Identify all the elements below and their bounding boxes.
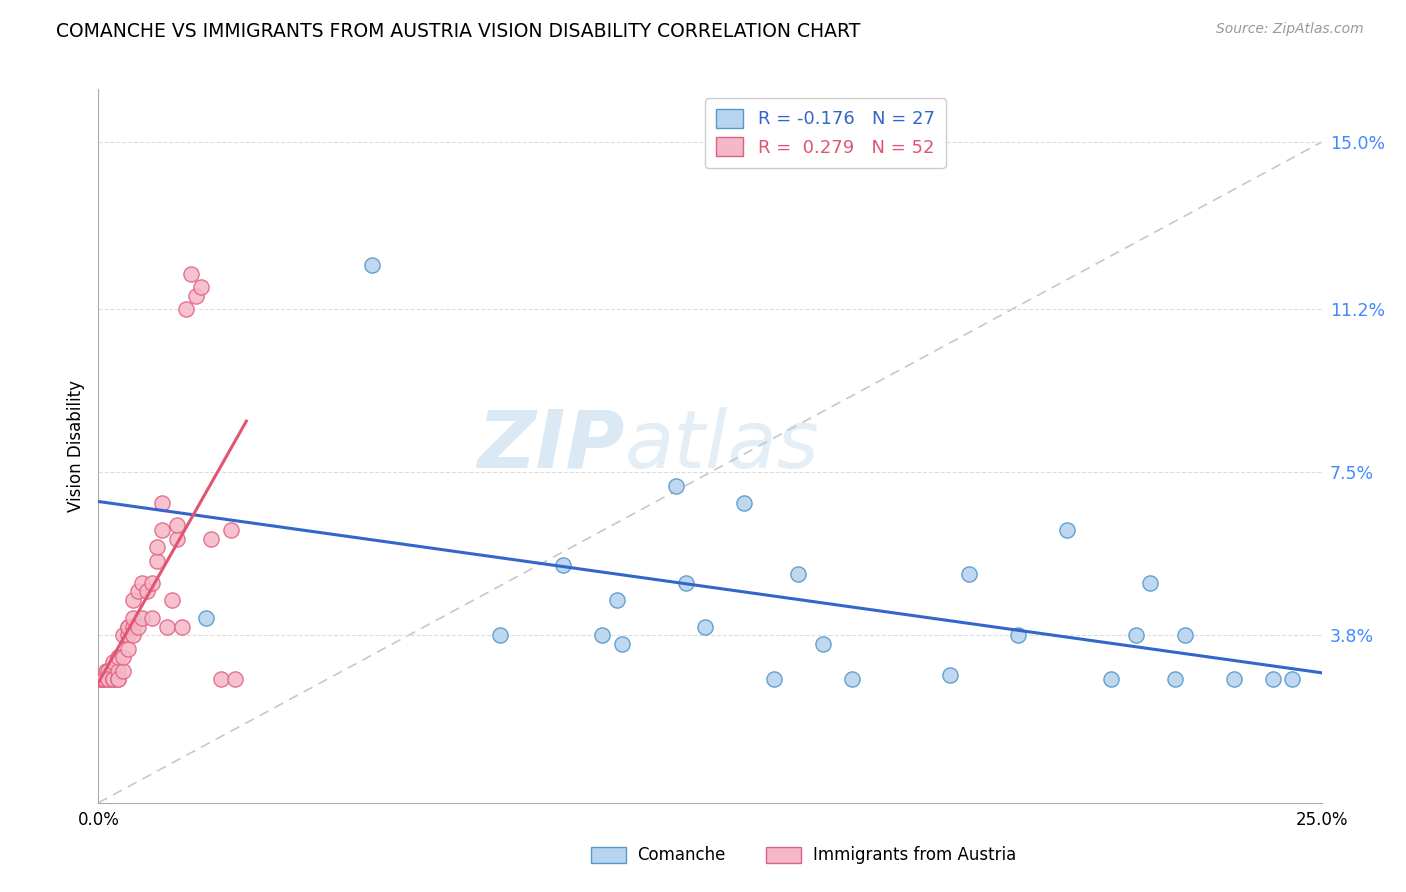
Point: [150, 496, 173, 510]
Point: [91, 673, 114, 687]
Point: [675, 575, 697, 590]
Point: [957, 566, 980, 581]
Point: [90, 673, 112, 687]
Point: [180, 267, 202, 281]
Point: [111, 650, 134, 665]
Point: [87, 673, 110, 687]
Point: [121, 611, 143, 625]
Point: [170, 619, 193, 633]
Point: [117, 641, 139, 656]
Point: [141, 575, 163, 590]
Point: [195, 611, 218, 625]
Point: [146, 553, 169, 567]
Point: [787, 566, 810, 581]
Point: [101, 673, 124, 687]
Point: [1007, 628, 1029, 642]
Point: [111, 628, 134, 642]
Point: [101, 673, 124, 687]
Point: [553, 558, 575, 572]
Point: [591, 628, 613, 642]
Point: [107, 650, 129, 665]
Point: [97, 664, 120, 678]
Point: [1222, 673, 1244, 687]
Y-axis label: Vision Disability: Vision Disability: [66, 380, 84, 512]
Point: [146, 541, 169, 555]
Point: [209, 673, 232, 687]
Point: [610, 637, 633, 651]
Point: [200, 532, 222, 546]
Point: [1125, 628, 1147, 642]
Point: [91, 673, 114, 687]
Point: [1261, 673, 1284, 687]
Point: [1281, 673, 1303, 687]
Point: [127, 584, 149, 599]
Point: [219, 523, 242, 537]
Point: [136, 584, 159, 599]
Text: ZIP: ZIP: [477, 407, 624, 485]
Point: [361, 259, 384, 273]
Point: [101, 655, 124, 669]
Point: [117, 619, 139, 633]
Point: [127, 619, 149, 633]
Point: [762, 673, 785, 687]
Point: [121, 593, 143, 607]
Point: [160, 593, 183, 607]
Point: [1164, 673, 1187, 687]
Point: [107, 673, 129, 687]
Text: COMANCHE VS IMMIGRANTS FROM AUSTRIA VISION DISABILITY CORRELATION CHART: COMANCHE VS IMMIGRANTS FROM AUSTRIA VISI…: [56, 22, 860, 41]
Point: [121, 628, 143, 642]
Point: [166, 532, 188, 546]
Point: [841, 673, 863, 687]
Text: atlas: atlas: [624, 407, 820, 485]
Point: [156, 619, 179, 633]
Point: [190, 280, 212, 294]
Point: [107, 664, 129, 678]
Point: [131, 611, 153, 625]
Point: [811, 637, 834, 651]
Point: [186, 289, 208, 303]
Point: [1174, 628, 1197, 642]
Text: Comanche: Comanche: [637, 847, 725, 864]
Text: Immigrants from Austria: Immigrants from Austria: [813, 847, 1017, 864]
Point: [111, 664, 134, 678]
Text: Source: ZipAtlas.com: Source: ZipAtlas.com: [1216, 22, 1364, 37]
Point: [97, 673, 120, 687]
Point: [1139, 575, 1161, 590]
Point: [107, 673, 129, 687]
Point: [176, 302, 198, 317]
Point: [606, 593, 628, 607]
Point: [117, 619, 139, 633]
Point: [1056, 523, 1078, 537]
Point: [101, 673, 124, 687]
Legend: R = -0.176   N = 27, R =  0.279   N = 52: R = -0.176 N = 27, R = 0.279 N = 52: [706, 98, 946, 168]
Point: [141, 611, 163, 625]
Point: [695, 619, 717, 633]
Point: [1099, 673, 1122, 687]
Point: [166, 518, 188, 533]
Point: [224, 673, 246, 687]
Point: [121, 619, 143, 633]
Point: [97, 673, 120, 687]
Point: [150, 523, 173, 537]
Point: [94, 664, 117, 678]
Point: [733, 496, 755, 510]
Point: [488, 628, 510, 642]
Point: [93, 673, 115, 687]
Point: [665, 478, 688, 492]
Point: [131, 575, 153, 590]
Point: [117, 628, 139, 642]
Point: [939, 668, 962, 682]
